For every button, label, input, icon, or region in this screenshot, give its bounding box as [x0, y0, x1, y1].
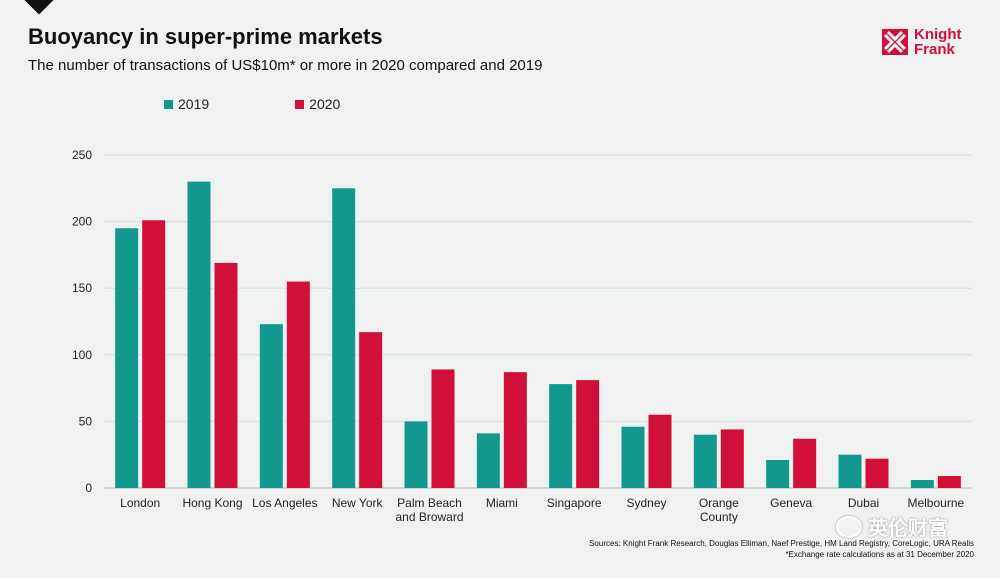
x-tick-label-new-york: New York [332, 496, 384, 510]
x-tick-label-melbourne: Melbourne [907, 496, 964, 510]
x-tick-label-singapore: Singapore [547, 496, 602, 510]
bar-2019-dubai [838, 454, 862, 488]
y-tick-label-150: 150 [72, 281, 92, 295]
exchange-rate-note: *Exchange rate calculations as at 31 Dec… [785, 550, 974, 559]
chart-legend: 2019 2020 [164, 96, 340, 112]
logo-line-2: Frank [914, 41, 955, 58]
bar-2019-singapore [549, 384, 573, 488]
x-tick-label-miami: Miami [486, 496, 518, 510]
bar-2020-geneva [793, 438, 817, 488]
bar-2020-miami [503, 372, 527, 488]
watermark: 英伦财富 [836, 512, 948, 541]
watermark-text: 英伦财富 [868, 518, 948, 540]
bar-2019-hong-kong [187, 181, 211, 488]
legend-item-2019: 2019 [164, 96, 209, 112]
x-tick-label-palm-beach-and-broward-line-2: and Broward [395, 510, 463, 524]
x-tick-label-london: London [120, 496, 160, 510]
bar-2019-orange-county [693, 434, 717, 488]
bar-2019-miami [476, 433, 500, 488]
x-tick-label-geneva: Geneva [770, 496, 812, 510]
chart-title: Buoyancy in super-prime markets [28, 24, 383, 49]
chart-subtitle: The number of transactions of US$10m* or… [28, 57, 543, 74]
bar-2020-hong-kong [214, 262, 238, 488]
legend-item-2020: 2020 [295, 96, 340, 112]
bar-2019-geneva [766, 460, 790, 488]
bar-2020-singapore [576, 380, 600, 488]
legend-label-2019: 2019 [178, 96, 210, 112]
sources-line: Sources: Knight Frank Research, Douglas … [589, 539, 974, 548]
y-tick-label-100: 100 [72, 348, 92, 362]
y-tick-label-0: 0 [85, 481, 92, 495]
y-tick-label-50: 50 [79, 414, 93, 428]
y-tick-label-250: 250 [72, 148, 92, 162]
bar-2020-dubai [865, 458, 889, 488]
x-tick-label-hong-kong: Hong Kong [182, 496, 242, 510]
y-tick-label-200: 200 [72, 215, 92, 229]
bar-2019-sydney [621, 426, 645, 488]
x-tick-label-dubai: Dubai [848, 496, 879, 510]
sources-note: Sources: Knight Frank Research, Douglas … [589, 538, 974, 560]
bar-2020-orange-county [720, 429, 744, 488]
bar-2020-los-angeles [286, 281, 310, 488]
bar-2020-melbourne [937, 476, 961, 488]
bar-2020-new-york [359, 332, 383, 488]
wechat-icon [836, 515, 862, 538]
knight-frank-logo-icon [882, 29, 908, 55]
bar-2020-palm-beach-and-broward [431, 369, 455, 488]
bar-2020-london [142, 220, 166, 488]
x-tick-label-palm-beach-and-broward-line-1: Palm Beach [397, 496, 462, 510]
bar-2019-london [115, 228, 139, 488]
x-tick-label-orange-county-line-2: County [700, 510, 738, 524]
bar-2019-palm-beach-and-broward [404, 421, 428, 488]
bar-2019-los-angeles [259, 324, 283, 488]
bar-2019-melbourne [910, 480, 934, 488]
x-tick-label-sydney: Sydney [626, 496, 666, 510]
legend-label-2020: 2020 [309, 96, 341, 112]
x-tick-label-orange-county-line-1: Orange [699, 496, 739, 510]
legend-swatch-2019 [164, 99, 173, 109]
legend-swatch-2020 [295, 99, 305, 109]
knight-frank-logo: Knight Frank [882, 27, 961, 57]
x-tick-label-los-angeles: Los Angeles [252, 496, 317, 510]
bar-2019-new-york [332, 188, 356, 489]
logo-text: Knight Frank [914, 27, 961, 57]
bar-2020-sydney [648, 414, 672, 488]
logo-line-1: Knight [914, 26, 962, 43]
